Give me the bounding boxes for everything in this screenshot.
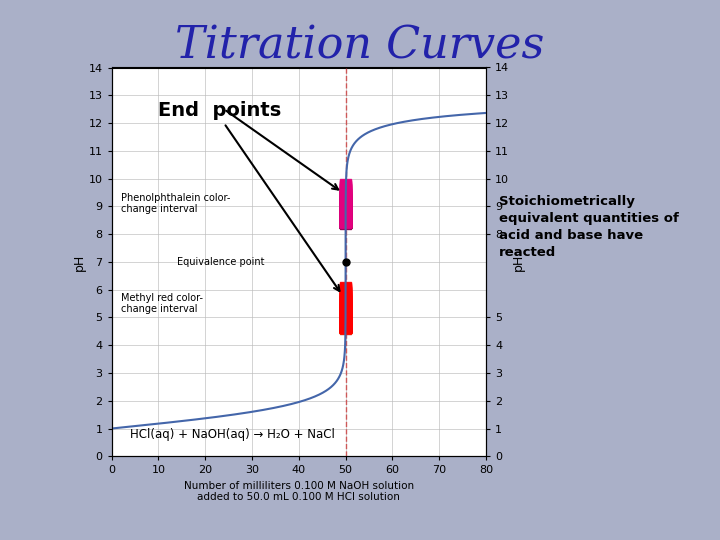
Text: HCl(aq) + NaOH(aq) → H₂O + NaCl: HCl(aq) + NaOH(aq) → H₂O + NaCl (130, 428, 336, 441)
Text: End  points: End points (158, 101, 282, 120)
Text: Phenolphthalein color-
change interval: Phenolphthalein color- change interval (121, 193, 230, 214)
Text: Titration Curves: Titration Curves (175, 24, 545, 68)
Text: Stoichiometrically
equivalent quantities of
acid and base have
reacted: Stoichiometrically equivalent quantities… (499, 195, 679, 259)
Text: Equivalence point: Equivalence point (177, 257, 265, 267)
Text: Methyl red color-
change interval: Methyl red color- change interval (121, 293, 203, 314)
X-axis label: Number of milliliters 0.100 M NaOH solution
added to 50.0 mL 0.100 M HCl solutio: Number of milliliters 0.100 M NaOH solut… (184, 481, 414, 503)
Y-axis label: pH: pH (73, 253, 86, 271)
Y-axis label: pH: pH (512, 253, 525, 271)
